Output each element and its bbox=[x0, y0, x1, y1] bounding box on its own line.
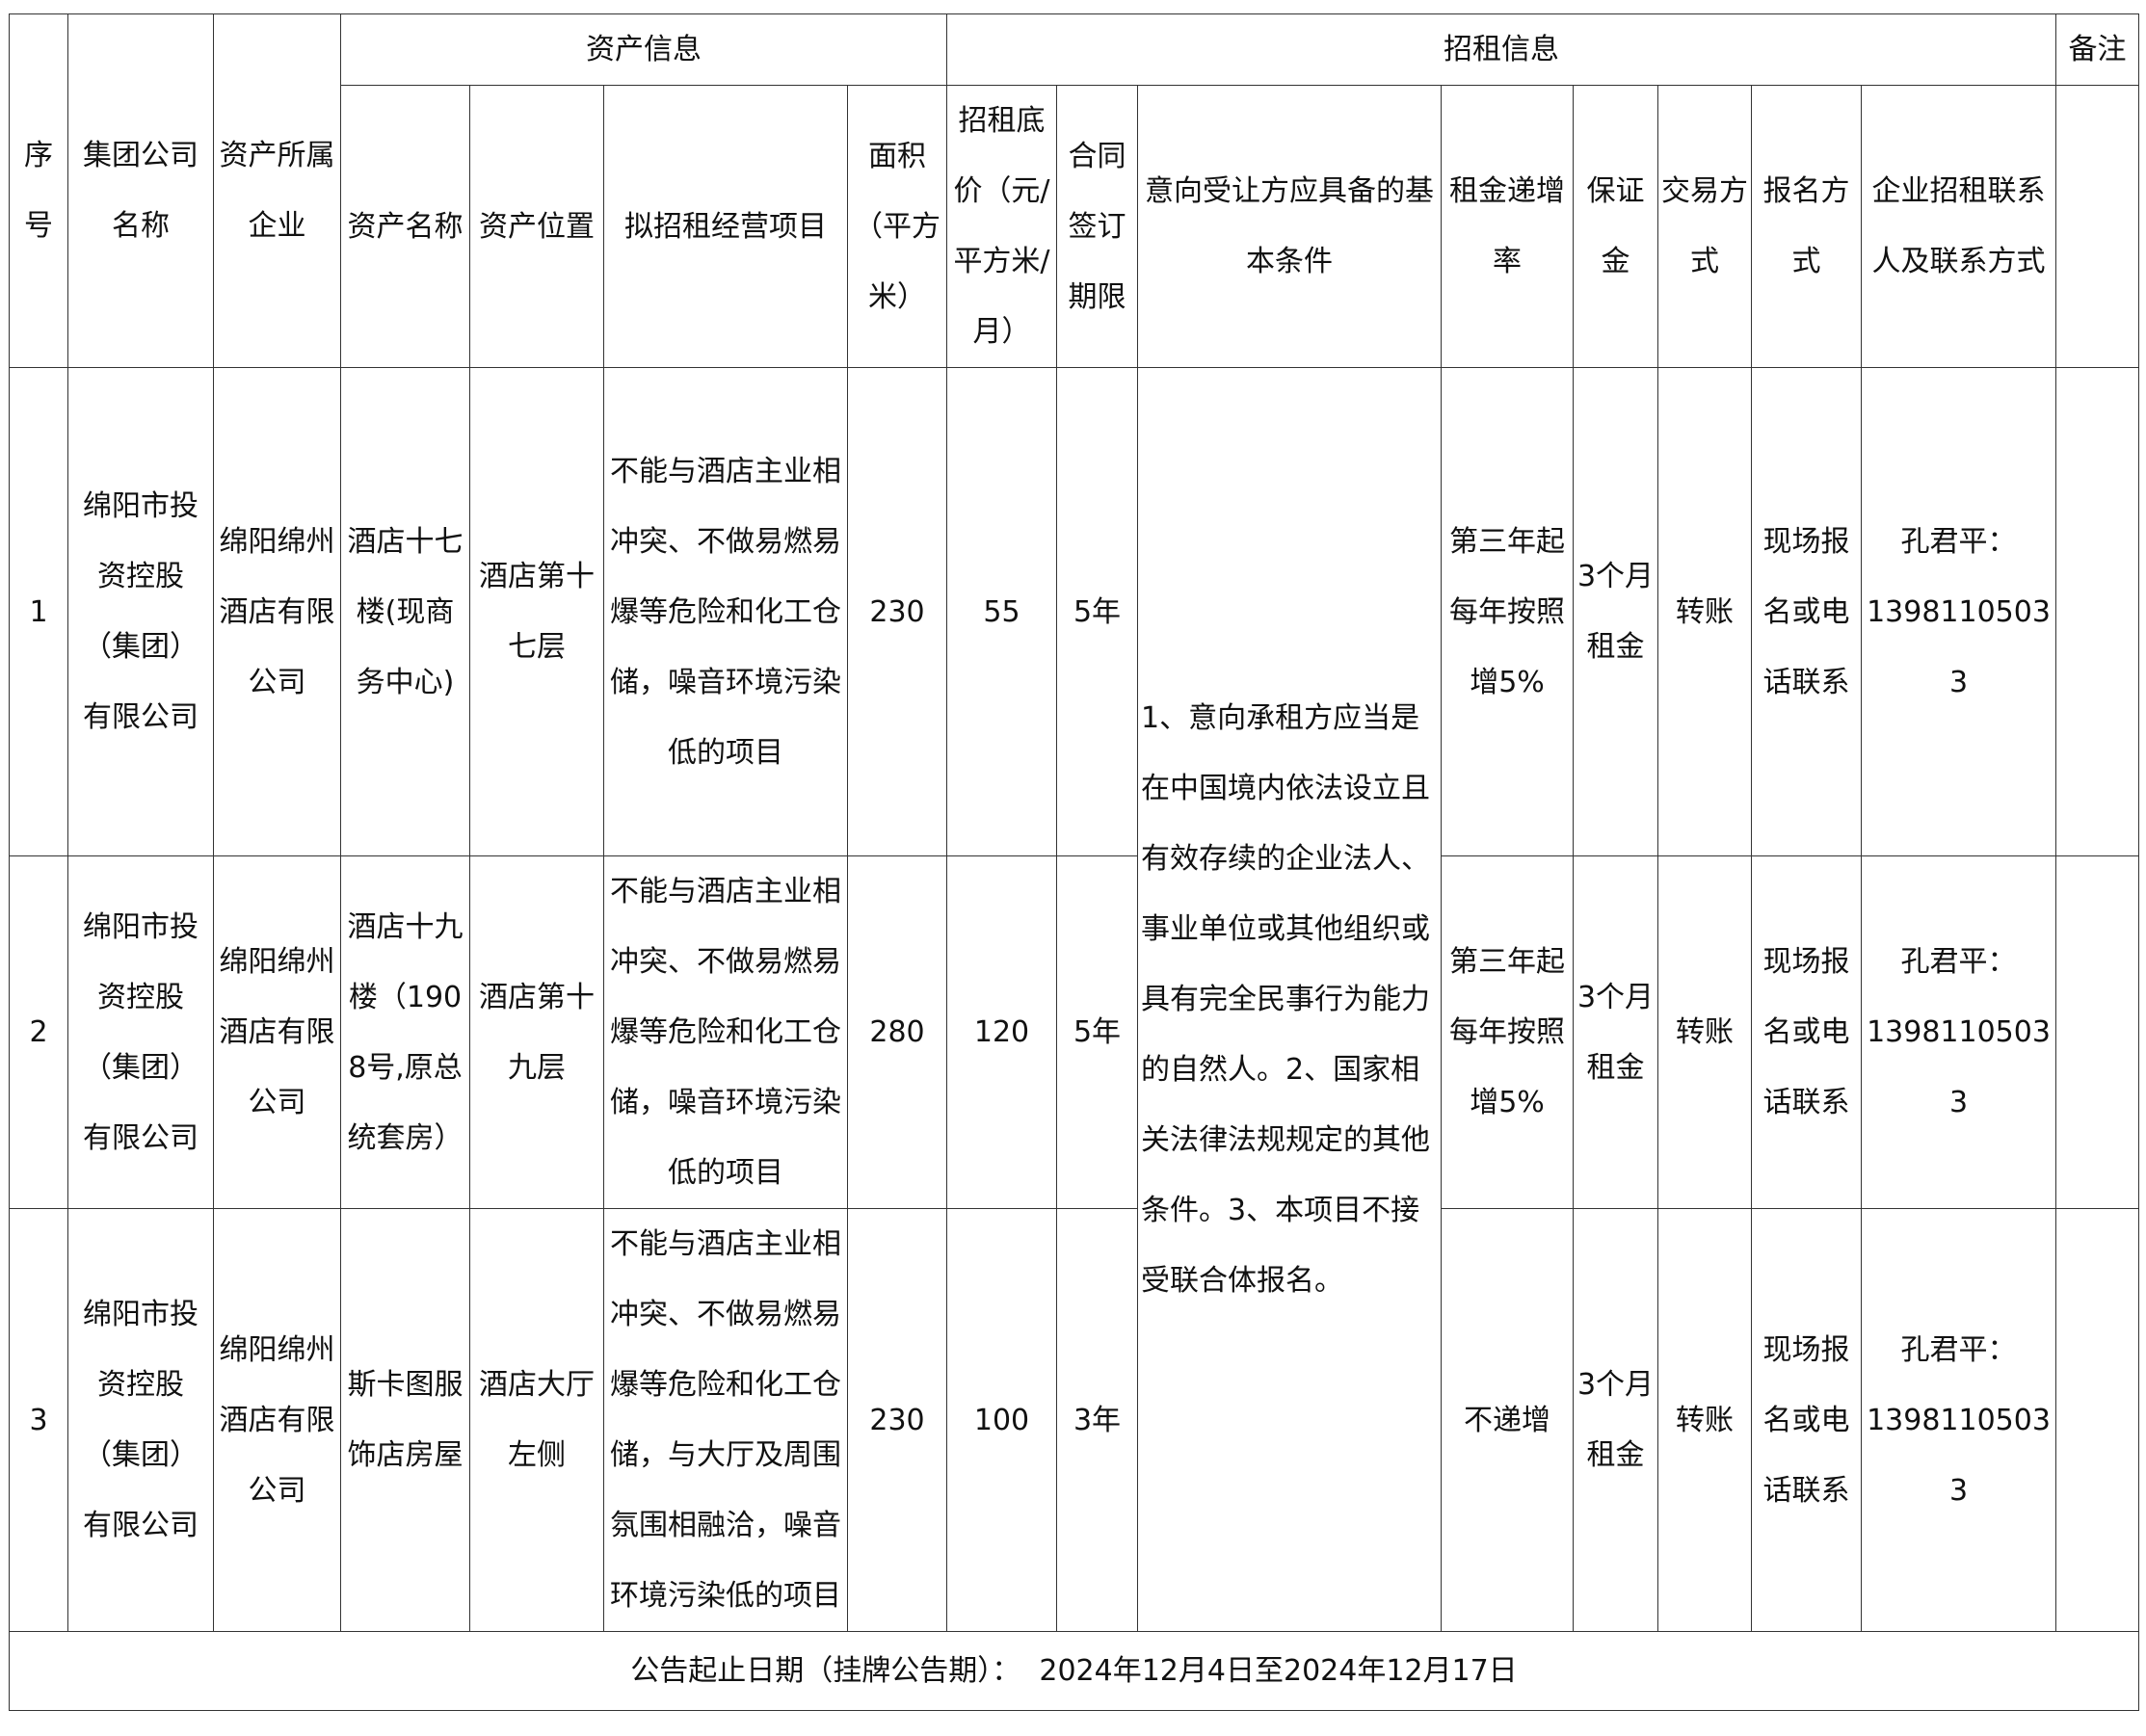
header-group-company: 集团公司名称 bbox=[67, 13, 214, 368]
cell-deposit: 3个月租金 bbox=[1573, 367, 1658, 856]
cell-trade: 转账 bbox=[1657, 855, 1752, 1209]
header-area: 面积（平方米） bbox=[847, 85, 947, 368]
cell-asset-name: 酒店十七楼(现商务中心) bbox=[340, 367, 470, 856]
header-remarks: 备注 bbox=[2055, 13, 2139, 86]
header-deposit: 保证金 bbox=[1573, 85, 1658, 368]
cell-location: 酒店大厅左侧 bbox=[469, 1208, 604, 1632]
cell-base-price: 100 bbox=[946, 1208, 1057, 1632]
cell-location: 酒店第十七层 bbox=[469, 367, 604, 856]
cell-no: 1 bbox=[9, 367, 68, 856]
cell-remarks bbox=[2055, 1208, 2139, 1632]
cell-group-company: 绵阳市投资控股（集团）有限公司 bbox=[67, 367, 214, 856]
header-contact: 企业招租联系人及联系方式 bbox=[1861, 85, 2056, 368]
cell-increase: 第三年起每年按照增5% bbox=[1441, 855, 1574, 1209]
contact-name: 孔君平： bbox=[1900, 945, 2017, 979]
table-row: 2 绵阳市投资控股（集团）有限公司 绵阳绵州酒店有限公司 酒店十九楼（1908号… bbox=[9, 855, 2139, 1209]
header-remarks-blank bbox=[2055, 85, 2139, 368]
cell-signup: 现场报名或电话联系 bbox=[1751, 1208, 1862, 1632]
cell-business: 不能与酒店主业相冲突、不做易燃易爆等危险和化工仓储，噪音环境污染低的项目 bbox=[603, 367, 848, 856]
cell-deposit: 3个月租金 bbox=[1573, 855, 1658, 1209]
cell-remarks bbox=[2055, 367, 2139, 856]
table-row: 3 绵阳市投资控股（集团）有限公司 绵阳绵州酒店有限公司 斯卡图服饰店房屋 酒店… bbox=[9, 1208, 2139, 1632]
header-asset-name: 资产名称 bbox=[340, 85, 470, 368]
cell-business: 不能与酒店主业相冲突、不做易燃易爆等危险和化工仓储，与大厅及周围氛围相融洽，噪音… bbox=[603, 1208, 848, 1632]
cell-term: 5年 bbox=[1056, 855, 1138, 1209]
contact-phone: 13981105033 bbox=[1867, 594, 2051, 699]
contact-name: 孔君平： bbox=[1900, 524, 2017, 559]
contact-name: 孔君平： bbox=[1900, 1332, 2017, 1367]
cell-asset-name: 斯卡图服饰店房屋 bbox=[340, 1208, 470, 1632]
cell-asset-name: 酒店十九楼（1908号,原总统套房） bbox=[340, 855, 470, 1209]
header-conditions: 意向受让方应具备的基本条件 bbox=[1137, 85, 1442, 368]
cell-conditions: 1、意向承租方应当是在中国境内依法设立且有效存续的企业法人、事业单位或其他组织或… bbox=[1137, 367, 1442, 1632]
header-term: 合同签订期限 bbox=[1056, 85, 1138, 368]
cell-contact: 孔君平： 13981105033 bbox=[1861, 1208, 2056, 1632]
cell-trade: 转账 bbox=[1657, 367, 1752, 856]
header-location: 资产位置 bbox=[469, 85, 604, 368]
header-base-price: 招租底价（元/平方米/月） bbox=[946, 85, 1057, 368]
cell-term: 5年 bbox=[1056, 367, 1138, 856]
header-signup: 报名方式 bbox=[1751, 85, 1862, 368]
header-owner: 资产所属企业 bbox=[213, 13, 341, 368]
cell-location: 酒店第十九层 bbox=[469, 855, 604, 1209]
cell-owner: 绵阳绵州酒店有限公司 bbox=[213, 367, 341, 856]
cell-area: 230 bbox=[847, 1208, 947, 1632]
cell-contact: 孔君平： 13981105033 bbox=[1861, 855, 2056, 1209]
header-trade: 交易方式 bbox=[1657, 85, 1752, 368]
lease-announcement-table: 序号 集团公司名称 资产所属企业 资产信息 招租信息 备注 资产名称 资产位置 … bbox=[9, 13, 2139, 1711]
contact-phone: 13981105033 bbox=[1867, 1015, 2051, 1119]
cell-base-price: 120 bbox=[946, 855, 1057, 1209]
header-increase: 租金递增率 bbox=[1441, 85, 1574, 368]
header-business: 拟招租经营项目 bbox=[603, 85, 848, 368]
header-row-columns: 资产名称 资产位置 拟招租经营项目 面积（平方米） 招租底价（元/平方米/月） … bbox=[10, 85, 2139, 368]
table-row: 1 绵阳市投资控股（集团）有限公司 绵阳绵州酒店有限公司 酒店十七楼(现商务中心… bbox=[9, 367, 2139, 1632]
cell-no: 3 bbox=[9, 1208, 68, 1632]
cell-remarks bbox=[2055, 855, 2139, 1209]
cell-area: 230 bbox=[847, 367, 947, 856]
cell-signup: 现场报名或电话联系 bbox=[1751, 855, 1862, 1209]
cell-trade: 转账 bbox=[1657, 1208, 1752, 1632]
cell-group-company: 绵阳市投资控股（集团）有限公司 bbox=[67, 855, 214, 1209]
cell-signup: 现场报名或电话联系 bbox=[1751, 367, 1862, 856]
cell-increase: 第三年起每年按照增5% bbox=[1441, 367, 1574, 856]
cell-contact: 孔君平： 13981105033 bbox=[1861, 367, 2056, 856]
cell-no: 2 bbox=[9, 855, 68, 1209]
cell-base-price: 55 bbox=[946, 367, 1057, 856]
cell-increase: 不递增 bbox=[1441, 1208, 1574, 1632]
cell-deposit: 3个月租金 bbox=[1573, 1208, 1658, 1632]
header-lease-info: 招租信息 bbox=[946, 13, 2056, 86]
footer-row: 公告起止日期（挂牌公告期）： 2024年12月4日至2024年12月17日 bbox=[9, 1631, 2139, 1711]
announcement-period: 公告起止日期（挂牌公告期）： 2024年12月4日至2024年12月17日 bbox=[9, 1631, 2139, 1711]
cell-owner: 绵阳绵州酒店有限公司 bbox=[213, 1208, 341, 1632]
header-asset-info: 资产信息 bbox=[340, 13, 947, 86]
cell-owner: 绵阳绵州酒店有限公司 bbox=[213, 855, 341, 1209]
header-no: 序号 bbox=[9, 13, 68, 368]
cell-group-company: 绵阳市投资控股（集团）有限公司 bbox=[67, 1208, 214, 1632]
cell-area: 280 bbox=[847, 855, 947, 1209]
contact-phone: 13981105033 bbox=[1867, 1403, 2051, 1508]
cell-business: 不能与酒店主业相冲突、不做易燃易爆等危险和化工仓储，噪音环境污染低的项目 bbox=[603, 855, 848, 1209]
header-row-group: 序号 集团公司名称 资产所属企业 资产信息 招租信息 备注 bbox=[9, 13, 2139, 368]
cell-term: 3年 bbox=[1056, 1208, 1138, 1632]
